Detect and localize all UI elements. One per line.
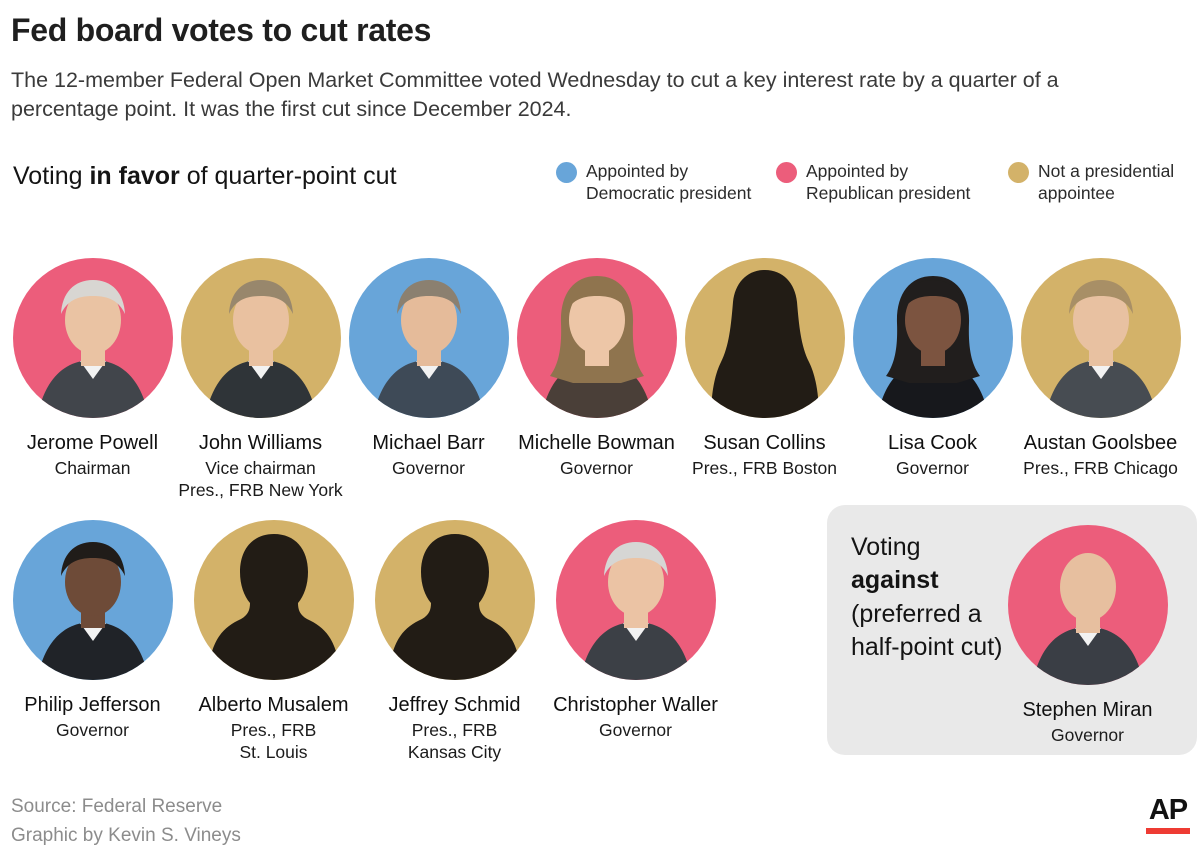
- legend-label: Not a presidential appointee: [1038, 161, 1175, 204]
- page-subtitle: The 12-member Federal Open Market Commit…: [11, 68, 1059, 122]
- members-grid-row-2: Philip Jefferson Governor Alberto Musale…: [10, 520, 718, 763]
- member-name: Austan Goolsbee: [1023, 432, 1178, 454]
- member-role: Vice chairman Pres., FRB New York: [178, 458, 343, 501]
- member-role: Governor: [56, 720, 129, 740]
- favor-heading-bold: in favor: [89, 162, 180, 190]
- member-portrait: [516, 258, 677, 418]
- member-card: John Williams Vice chairman Pres., FRB Ne…: [178, 258, 343, 501]
- member-name: Jerome Powell: [26, 432, 159, 454]
- legend-item: Appointed by Republican president: [776, 160, 994, 204]
- legend-item: Not a presidential appointee: [1008, 160, 1186, 204]
- legend-label: Appointed by Democratic president: [586, 161, 752, 204]
- favor-heading-prefix: Voting: [13, 162, 90, 190]
- member-name: Jeffrey Schmid: [388, 694, 521, 716]
- member-card: Jeffrey Schmid Pres., FRB Kansas City: [372, 520, 537, 763]
- footer: Source: Federal Reserve Graphic by Kevin…: [11, 792, 241, 851]
- ap-logo: AP: [1146, 796, 1190, 834]
- member-role: Governor: [896, 458, 969, 478]
- legend-item: Appointed by Democratic president: [556, 160, 762, 204]
- against-heading-bold: against: [851, 566, 939, 595]
- member-role: Governor: [1051, 725, 1124, 745]
- member-role: Pres., FRB St. Louis: [230, 720, 317, 763]
- member-card: Michelle Bowman Governor: [514, 258, 679, 501]
- member-portrait: [852, 258, 1013, 418]
- against-heading-suffix: (preferred a half-point cut): [851, 599, 1003, 661]
- member-name: Christopher Waller: [553, 694, 718, 716]
- member-card: Susan Collins Pres., FRB Boston: [682, 258, 847, 501]
- member-card: Austan Goolsbee Pres., FRB Chicago: [1018, 258, 1183, 501]
- against-box: Voting against (preferred a half-point c…: [827, 505, 1197, 755]
- member-role: Chairman: [54, 458, 131, 478]
- member-portrait: [193, 520, 354, 680]
- member-card: Jerome Powell Chairman: [10, 258, 175, 501]
- member-name: Stephen Miran: [1022, 699, 1153, 721]
- member-role: Governor: [392, 458, 465, 478]
- member-portrait: [1020, 258, 1181, 418]
- favor-section-heading: Voting in favor of quarter-point cut: [13, 162, 397, 191]
- legend-color-dot-icon: [556, 162, 577, 183]
- against-section-heading: Voting against (preferred a half-point c…: [851, 531, 1003, 664]
- legend-label: Appointed by Republican president: [806, 161, 971, 204]
- member-role: Pres., FRB Boston: [692, 458, 837, 478]
- member-card: Stephen Miran Governor: [1005, 525, 1170, 746]
- member-role: Pres., FRB Chicago: [1023, 458, 1178, 478]
- member-card: Christopher Waller Governor: [553, 520, 718, 763]
- ap-underline-bar: [1146, 828, 1190, 834]
- against-heading-prefix: Voting: [851, 533, 921, 561]
- member-portrait: [1007, 525, 1168, 685]
- footer-source: Source: Federal Reserve: [11, 796, 223, 817]
- member-name: Susan Collins: [703, 432, 826, 454]
- legend-color-dot-icon: [1008, 162, 1029, 183]
- page-title: Fed board votes to cut rates: [11, 12, 432, 48]
- member-card: Michael Barr Governor: [346, 258, 511, 501]
- legend-color-dot-icon: [776, 162, 797, 183]
- member-portrait: [684, 258, 845, 418]
- member-portrait: [348, 258, 509, 418]
- member-name: Philip Jefferson: [24, 694, 161, 716]
- member-portrait: [12, 258, 173, 418]
- member-role: Governor: [599, 720, 672, 740]
- member-role: Pres., FRB Kansas City: [407, 720, 502, 763]
- member-portrait: [12, 520, 173, 680]
- member-card: Alberto Musalem Pres., FRB St. Louis: [191, 520, 356, 763]
- member-name: John Williams: [198, 432, 323, 454]
- member-portrait: [374, 520, 535, 680]
- member-name: Michelle Bowman: [518, 432, 675, 454]
- member-portrait: [555, 520, 716, 680]
- member-card: Lisa Cook Governor: [850, 258, 1015, 501]
- member-portrait: [180, 258, 341, 418]
- members-grid-row-1: Jerome Powell Chairman John Williams Vic…: [10, 258, 1183, 501]
- legend: Appointed by Democratic president Appoin…: [556, 160, 1186, 204]
- member-role: Governor: [560, 458, 633, 478]
- member-name: Michael Barr: [372, 432, 485, 454]
- ap-wordmark: AP: [1148, 794, 1188, 826]
- favor-heading-suffix: of quarter-point cut: [179, 162, 397, 190]
- footer-credit: Graphic by Kevin S. Vineys: [11, 825, 241, 847]
- member-name: Alberto Musalem: [198, 694, 349, 716]
- against-member-slot: Stephen Miran Governor: [1005, 525, 1170, 746]
- member-card: Philip Jefferson Governor: [10, 520, 175, 763]
- member-name: Lisa Cook: [888, 432, 977, 454]
